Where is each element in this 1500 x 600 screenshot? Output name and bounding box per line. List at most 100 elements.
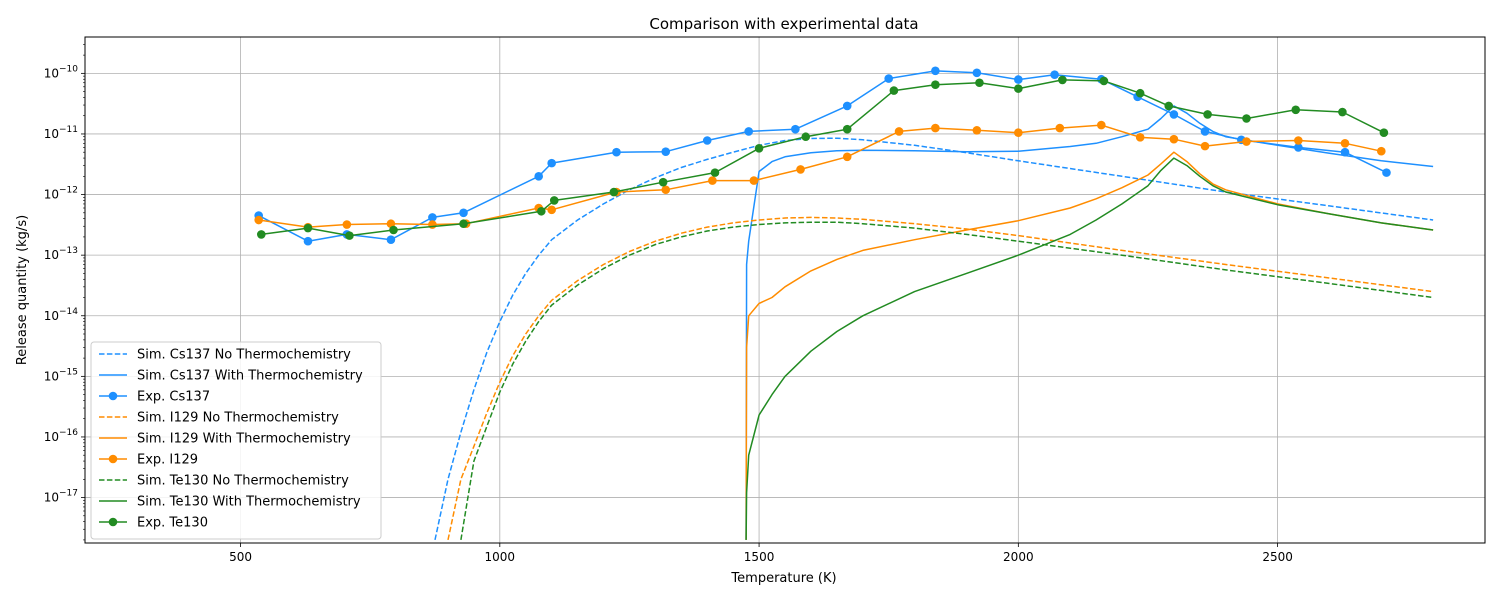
y-tick-label: 10−17: [44, 489, 78, 505]
data-point: [1291, 105, 1301, 115]
data-point: [389, 225, 398, 235]
data-point: [536, 206, 546, 216]
data-point: [1340, 139, 1350, 148]
y-tick-label: 10−11: [44, 125, 78, 141]
x-tick-label: 2500: [1262, 550, 1293, 564]
y-tick-label: 10−12: [44, 186, 78, 202]
data-point: [1200, 141, 1210, 151]
data-point: [1050, 70, 1059, 80]
data-point: [549, 196, 559, 205]
data-point: [842, 124, 852, 134]
x-tick-label: 1000: [485, 550, 516, 564]
data-point: [842, 152, 852, 162]
data-point: [1014, 84, 1023, 93]
data-point: [428, 213, 437, 222]
series-line: [745, 151, 1434, 540]
x-tick-label: 500: [229, 550, 252, 564]
data-point: [842, 101, 852, 111]
data-point: [1169, 134, 1179, 144]
data-point: [1338, 107, 1347, 117]
data-point: [1376, 146, 1386, 156]
data-point: [303, 236, 313, 246]
data-point: [931, 80, 940, 89]
data-point: [744, 127, 754, 136]
data-point: [661, 185, 671, 195]
legend-label: Sim. Cs137 With Thermochemistry: [137, 369, 363, 384]
series-6: [460, 221, 1434, 541]
x-tick-label: 2000: [1003, 550, 1034, 564]
data-point: [1382, 168, 1391, 177]
series-line: [745, 157, 1434, 540]
legend-label: Sim. I129 No Thermochemistry: [137, 411, 339, 426]
data-point: [1242, 114, 1251, 123]
data-point: [702, 136, 712, 145]
series-8: [256, 75, 1389, 240]
data-point: [975, 78, 984, 88]
data-point: [1014, 128, 1023, 137]
y-axis-ticks: 10−17 10−16 10−15 10−14 10−13 10−12 10−11 10−10: [44, 44, 85, 541]
data-point: [547, 158, 556, 168]
plot-frame: [84, 36, 1486, 544]
data-point: [1379, 128, 1389, 137]
series-layer: [254, 66, 1434, 541]
data-point: [1169, 110, 1179, 119]
y-tick-label: 10−14: [44, 307, 79, 323]
data-point: [386, 235, 396, 244]
x-axis-label: Temperature (K): [730, 571, 836, 586]
legend-label: Sim. Te130 With Thermochemistry: [137, 495, 361, 510]
legend-marker: [108, 454, 118, 464]
legend-label: Exp. I129: [137, 453, 198, 468]
data-point: [972, 125, 982, 135]
data-point: [972, 68, 982, 78]
data-point: [791, 124, 800, 134]
series-line: [434, 137, 1434, 541]
data-point: [547, 205, 556, 215]
series-line: [258, 124, 1382, 228]
series-5: [254, 120, 1386, 232]
y-axis-label: Release quantity (kg/s): [15, 215, 30, 365]
data-point: [612, 147, 621, 157]
data-point: [708, 176, 717, 185]
data-point: [254, 215, 264, 225]
series-line: [261, 79, 1385, 237]
data-point: [1135, 133, 1145, 142]
series-line: [447, 216, 1434, 541]
data-point: [754, 143, 764, 153]
data-point: [661, 147, 671, 156]
data-point: [658, 177, 668, 187]
data-point: [1200, 127, 1210, 136]
data-point: [931, 66, 940, 76]
y-tick-label: 10−16: [44, 428, 79, 444]
series-4: [745, 151, 1434, 540]
data-point: [1242, 137, 1251, 146]
legend-marker: [108, 391, 118, 401]
data-point: [1294, 143, 1303, 152]
series-3: [447, 216, 1434, 541]
y-tick-label: 10−10: [44, 64, 79, 80]
legend-marker: [108, 517, 118, 527]
data-point: [894, 127, 904, 136]
x-axis-ticks: 500 1000 1500 2000 2500: [229, 543, 1293, 564]
data-point: [801, 132, 811, 142]
data-point: [609, 187, 619, 197]
legend-label: Sim. Cs137 No Thermochemistry: [137, 348, 351, 363]
data-point: [303, 223, 313, 233]
data-point: [345, 231, 354, 240]
data-point: [1135, 88, 1145, 98]
data-point: [342, 220, 352, 229]
data-point: [256, 230, 266, 239]
data-point: [1099, 76, 1109, 86]
data-point: [459, 208, 468, 218]
data-point: [1055, 123, 1065, 133]
data-point: [889, 86, 899, 95]
series-2: [254, 66, 1391, 246]
data-point: [534, 172, 544, 181]
series-line: [258, 70, 1387, 242]
x-tick-label: 1500: [744, 550, 775, 564]
data-point: [796, 165, 805, 174]
data-point: [1014, 75, 1023, 84]
series-7: [745, 157, 1434, 540]
data-point: [749, 176, 759, 185]
data-point: [1096, 120, 1106, 130]
